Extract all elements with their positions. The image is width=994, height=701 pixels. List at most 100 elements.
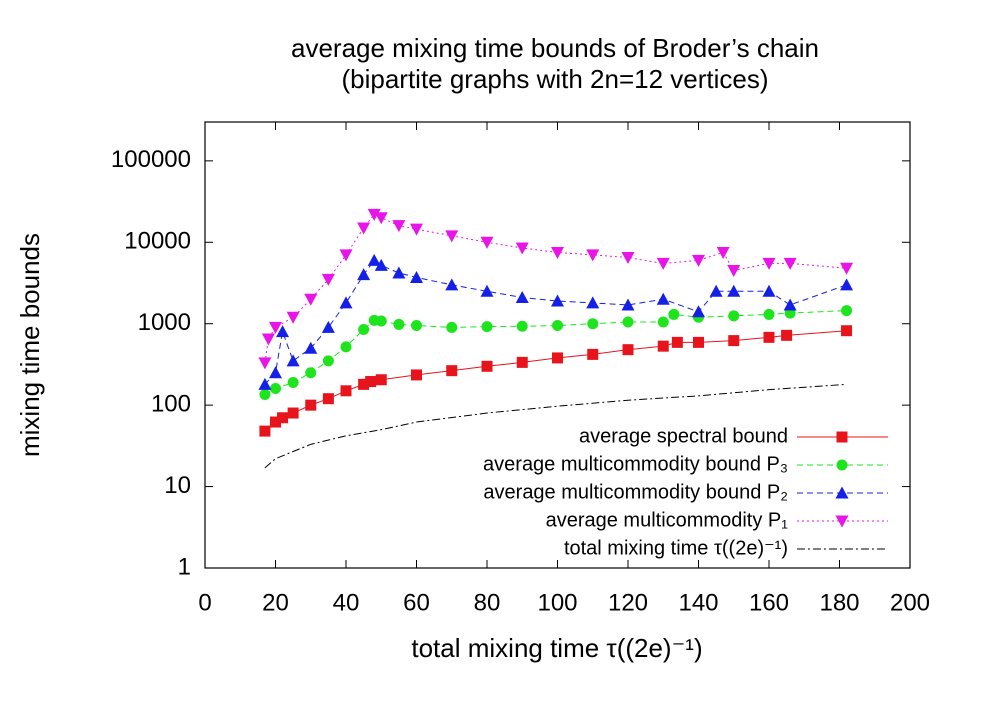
x-tick-label: 100 (537, 589, 577, 616)
point (367, 208, 381, 221)
x-tick-label: 180 (819, 589, 859, 616)
point (321, 320, 335, 333)
point (411, 369, 422, 381)
point (552, 352, 563, 364)
point (622, 316, 634, 328)
series-line (264, 330, 847, 432)
point (374, 212, 388, 225)
point (304, 341, 318, 354)
legend-marker (836, 459, 848, 471)
y-axis-label: mixing time bounds (15, 233, 45, 457)
y-tick-label: 1 (178, 553, 191, 580)
point (515, 290, 529, 303)
point (692, 305, 705, 318)
point (410, 223, 423, 236)
point (339, 249, 353, 262)
legend-marker (835, 515, 849, 528)
y-tick-label: 100000 (111, 146, 191, 173)
point (410, 270, 423, 283)
point (322, 393, 334, 405)
point (716, 246, 730, 259)
point (657, 340, 669, 352)
y-tick-label: 100 (151, 390, 191, 417)
point (762, 257, 776, 270)
point (287, 407, 299, 419)
point (286, 354, 300, 367)
point (481, 360, 493, 372)
legend-label: average multicommodity P₁ (546, 509, 789, 531)
point (269, 366, 282, 379)
point (339, 296, 353, 309)
point (374, 258, 388, 271)
point (841, 325, 853, 337)
point (692, 254, 705, 267)
point (621, 252, 635, 265)
point (445, 230, 459, 243)
point (783, 298, 797, 311)
point (762, 284, 776, 297)
point (392, 220, 406, 233)
y-tick-label: 1000 (138, 309, 191, 336)
x-tick-label: 60 (403, 589, 430, 616)
point (375, 374, 387, 386)
x-tick-label: 200 (890, 589, 930, 616)
point (358, 323, 370, 335)
x-tick-label: 160 (749, 589, 789, 616)
x-tick-label: 140 (678, 589, 718, 616)
point (321, 273, 335, 286)
point (277, 412, 289, 424)
point (375, 315, 387, 327)
legend-label: average multicommodity bound P₂ (483, 481, 788, 503)
y-tick-label: 10 (164, 472, 191, 499)
point (656, 292, 670, 305)
point (587, 348, 599, 360)
point (480, 284, 494, 297)
x-tick-label: 0 (198, 589, 211, 616)
point (480, 236, 494, 249)
point (340, 385, 352, 397)
point (258, 357, 272, 370)
series-line (264, 383, 847, 469)
point (357, 268, 371, 281)
point (515, 242, 529, 255)
point (304, 293, 318, 306)
point (657, 316, 669, 328)
x-tick-label: 40 (333, 589, 360, 616)
point (270, 416, 281, 428)
point (693, 336, 704, 348)
chart-subtitle: (bipartite graphs with 2n=12 vertices) (341, 64, 768, 94)
point (516, 320, 528, 332)
point (365, 376, 377, 388)
point (446, 365, 458, 377)
point (727, 265, 741, 278)
point (709, 284, 723, 297)
point (261, 333, 275, 346)
point (516, 356, 528, 368)
point (270, 383, 281, 395)
point (551, 294, 564, 307)
point (728, 310, 740, 322)
point (840, 278, 854, 291)
point (656, 257, 670, 270)
y-tick-label: 10000 (124, 228, 191, 255)
point (586, 249, 600, 262)
point (841, 305, 853, 317)
point (259, 389, 271, 401)
point (728, 335, 740, 347)
point (393, 318, 405, 330)
legend-label: average spectral bound (579, 425, 788, 447)
point (481, 321, 493, 333)
point (783, 257, 797, 270)
point (305, 399, 317, 411)
x-tick-label: 120 (608, 589, 648, 616)
point (392, 266, 406, 279)
point (286, 311, 300, 324)
chart-title: average mixing time bounds of Broder’s c… (291, 33, 819, 63)
x-axis-label: total mixing time τ((2e)⁻¹) (411, 633, 702, 663)
legend-label: average multicommodity bound P₃ (483, 453, 788, 475)
point (259, 425, 271, 437)
point (446, 321, 458, 333)
point (587, 318, 599, 330)
point (551, 246, 564, 259)
